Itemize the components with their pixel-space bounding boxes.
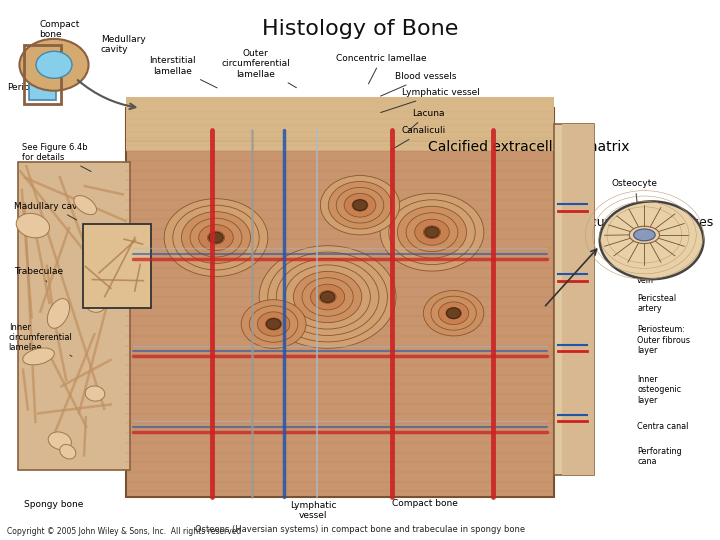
Circle shape (190, 218, 242, 257)
Text: Inner
osteogenic
layer: Inner osteogenic layer (637, 375, 681, 405)
Circle shape (164, 199, 268, 276)
Circle shape (600, 201, 703, 279)
Ellipse shape (48, 432, 71, 450)
Circle shape (266, 318, 282, 330)
Text: Perforating
cana: Perforating cana (637, 447, 682, 466)
Text: Lymphatic
vessel: Lymphatic vessel (290, 501, 336, 520)
Circle shape (406, 213, 458, 252)
Ellipse shape (16, 213, 50, 238)
Ellipse shape (60, 444, 76, 459)
Text: Spongy bone: Spongy bone (24, 501, 84, 509)
Text: Trabeculae: Trabeculae (14, 267, 63, 282)
Circle shape (415, 219, 449, 245)
Circle shape (425, 227, 439, 238)
Circle shape (207, 231, 225, 244)
Text: Medullary
cavity: Medullary cavity (101, 35, 145, 54)
Circle shape (352, 199, 368, 211)
Text: Compact
bone: Compact bone (40, 20, 80, 39)
Ellipse shape (74, 195, 96, 214)
Circle shape (249, 306, 298, 342)
Ellipse shape (23, 348, 54, 365)
Text: Inner
circumferential
lamelae: Inner circumferential lamelae (9, 322, 73, 356)
Text: Calcified extracellular matrix: Calcified extracellular matrix (428, 140, 630, 154)
Circle shape (446, 308, 461, 319)
Text: Lymphatic vessel: Lymphatic vessel (381, 89, 480, 112)
Bar (24, 45, 61, 104)
Circle shape (209, 232, 223, 243)
Text: Interstitial
lamellae: Interstitial lamellae (150, 56, 217, 88)
Circle shape (310, 284, 345, 310)
Bar (126, 97, 554, 151)
Text: Outer
circumferential
lamellae: Outer circumferential lamellae (221, 49, 297, 87)
Ellipse shape (634, 229, 655, 241)
Circle shape (431, 296, 477, 330)
Circle shape (423, 226, 441, 239)
Text: Osteon: Osteon (311, 316, 343, 325)
Circle shape (438, 302, 469, 325)
Text: Compact bone: Compact bone (392, 499, 458, 508)
Circle shape (423, 291, 484, 336)
Circle shape (319, 291, 336, 303)
Circle shape (266, 319, 281, 329)
Circle shape (380, 193, 484, 271)
Circle shape (258, 312, 289, 336)
Circle shape (259, 246, 396, 348)
Bar (554, 124, 594, 475)
Ellipse shape (83, 285, 108, 312)
Bar (126, 108, 554, 497)
Text: Concentric lamellae: Concentric lamellae (336, 54, 427, 84)
Bar (18, 162, 130, 470)
Circle shape (389, 200, 475, 265)
Text: Histology of Bone: Histology of Bone (262, 19, 458, 39)
Text: Pericsteal
vein: Pericsteal vein (637, 266, 676, 285)
Circle shape (320, 292, 335, 302)
Text: Osteocyte: Osteocyte (612, 179, 658, 207)
Ellipse shape (48, 299, 70, 328)
Circle shape (446, 308, 462, 319)
Circle shape (397, 206, 467, 258)
Text: Blood vessels: Blood vessels (381, 72, 456, 96)
Circle shape (328, 181, 392, 229)
Text: Copyright © 2005 John Wiley & Sons, Inc.  All rights reserved: Copyright © 2005 John Wiley & Sons, Inc.… (7, 526, 241, 536)
Text: Lacunae-small spaces: Lacunae-small spaces (575, 216, 713, 229)
Circle shape (173, 205, 259, 270)
Circle shape (199, 225, 233, 251)
Circle shape (294, 271, 362, 322)
Circle shape (344, 193, 376, 217)
Text: Madullary cavity: Madullary cavity (14, 202, 89, 220)
Text: Pericsteal
artery: Pericsteal artery (637, 294, 676, 313)
Bar (83, 224, 151, 308)
Ellipse shape (85, 386, 105, 401)
Text: Spongy
bone: Spongy bone (25, 47, 59, 66)
Bar (562, 124, 594, 475)
Text: Lacuna: Lacuna (409, 109, 444, 131)
Circle shape (276, 259, 379, 335)
Text: Centra canal: Centra canal (637, 422, 688, 431)
Bar (29, 49, 56, 100)
Text: Osteons (Haversian systems) in compact bone and trabeculae in spongy bone: Osteons (Haversian systems) in compact b… (195, 525, 525, 534)
Circle shape (268, 252, 387, 342)
Circle shape (353, 200, 367, 211)
Circle shape (302, 278, 354, 316)
Circle shape (320, 176, 400, 235)
Text: Periosteum:
Outer fibrous
layer: Periosteum: Outer fibrous layer (637, 325, 690, 355)
Text: Canaliculi: Canaliculi (391, 126, 446, 150)
Circle shape (19, 39, 89, 91)
Text: Periosteum: Periosteum (7, 83, 58, 92)
Circle shape (241, 300, 306, 348)
Circle shape (36, 51, 72, 78)
Circle shape (336, 187, 384, 223)
Circle shape (181, 212, 251, 264)
Circle shape (285, 265, 370, 329)
Text: See Figure 6.4b
for details: See Figure 6.4b for details (22, 143, 91, 172)
